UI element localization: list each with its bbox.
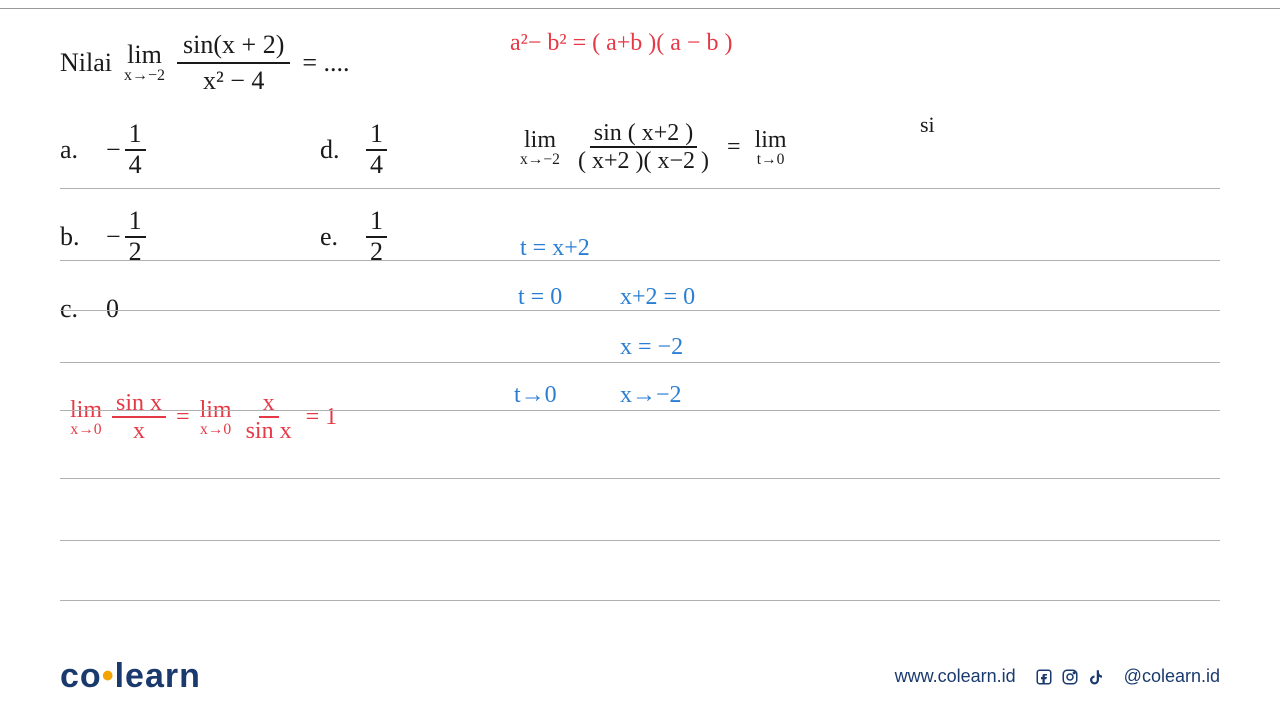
- limit-approach: x→−2: [124, 68, 165, 84]
- option-d-label: d.: [320, 135, 342, 165]
- fraction-numerator: sin(x + 2): [177, 30, 290, 64]
- problem-fraction: sin(x + 2) x² − 4: [177, 30, 290, 96]
- working-lim2: lim t→0: [755, 128, 787, 168]
- working-frac-den: ( x+2 )( x−2 ): [574, 148, 713, 174]
- logo-post: learn: [115, 657, 201, 695]
- working-lim1-top: lim: [524, 128, 556, 152]
- footer: co•learn www.colearn.id @colearn.id: [60, 657, 1220, 696]
- logo-dot: •: [102, 657, 115, 695]
- ruled-line: [60, 478, 1220, 479]
- option-b-num: 1: [125, 207, 146, 238]
- option-b-sign: −: [106, 222, 121, 252]
- working-equals: =: [727, 134, 741, 161]
- social-icons: [1034, 667, 1106, 687]
- substitution-t0: t = 0: [518, 284, 562, 311]
- footer-handle: @colearn.id: [1124, 666, 1220, 687]
- substitution-xto: x→−2: [620, 382, 682, 409]
- logo: co•learn: [60, 657, 201, 696]
- main-working: lim x→−2 sin ( x+2 ) ( x+2 )( x−2 ) = li…: [520, 120, 787, 175]
- option-row: b. − 1 2 e. 1 2: [60, 207, 480, 266]
- substitution-tto0: t→0: [514, 382, 557, 409]
- substitution-x20: x+2 = 0: [620, 284, 695, 311]
- working-lim1-sub: x→−2: [520, 152, 560, 168]
- rule-frac2: x sin x: [242, 390, 296, 445]
- rule-frac2-den: sin x: [242, 418, 296, 444]
- limit-expression: lim x→−2: [124, 42, 165, 84]
- ruled-line: [60, 540, 1220, 541]
- option-d-fraction: 1 4: [366, 120, 387, 179]
- substitution-xm2: x = −2: [620, 334, 683, 361]
- rule-eq2: = 1: [306, 404, 338, 431]
- option-a-sign: −: [106, 135, 121, 165]
- option-b-label: b.: [60, 222, 82, 252]
- option-e-label: e.: [320, 222, 342, 252]
- rule-eq1: =: [176, 404, 190, 431]
- substitution-t: t = x+2: [520, 235, 590, 262]
- option-a-label: a.: [60, 135, 82, 165]
- working-tail: si: [920, 112, 935, 138]
- ruled-line: [60, 188, 1220, 189]
- rule-lim1-sub: x→0: [70, 422, 101, 438]
- ruled-line: [60, 310, 1220, 311]
- option-a-fraction: 1 4: [125, 120, 146, 179]
- option-a-den: 4: [125, 151, 146, 180]
- working-fraction: sin ( x+2 ) ( x+2 )( x−2 ): [574, 120, 713, 175]
- footer-right: www.colearn.id @colearn.id: [895, 666, 1220, 687]
- working-lim2-sub: t→0: [757, 152, 785, 168]
- option-a-num: 1: [125, 120, 146, 151]
- identity-formula: a²− b² = ( a+b )( a − b ): [510, 30, 732, 57]
- ruled-line: [60, 362, 1220, 363]
- option-row: a. − 1 4 d. 1 4: [60, 120, 480, 179]
- option-e-den: 2: [366, 238, 387, 267]
- ruled-line: [60, 600, 1220, 601]
- problem-suffix: = ....: [302, 48, 349, 78]
- limit-rule: lim x→0 sin x x = lim x→0 x sin x = 1: [70, 390, 337, 445]
- facebook-icon: [1034, 667, 1054, 687]
- working-frac-num: sin ( x+2 ): [590, 120, 698, 148]
- instagram-icon: [1060, 667, 1080, 687]
- rule-frac1: sin x x: [112, 390, 166, 445]
- working-lim1: lim x→−2: [520, 128, 560, 168]
- problem-statement: Nilai lim x→−2 sin(x + 2) x² − 4 = ....: [60, 30, 480, 96]
- rule-lim2: lim x→0: [200, 398, 232, 438]
- option-b-den: 2: [125, 238, 146, 267]
- rule-frac1-den: x: [129, 418, 149, 444]
- ruled-line: [60, 410, 1220, 411]
- option-d-den: 4: [366, 151, 387, 180]
- option-d-num: 1: [366, 120, 387, 151]
- top-border: [0, 8, 1280, 9]
- ruled-line: [60, 260, 1220, 261]
- option-e-num: 1: [366, 207, 387, 238]
- limit-word: lim: [127, 42, 162, 68]
- rule-frac2-num: x: [259, 390, 279, 418]
- answer-options: a. − 1 4 d. 1 4 b. − 1 2: [60, 120, 480, 352]
- rule-lim2-sub: x→0: [200, 422, 231, 438]
- problem-prefix: Nilai: [60, 48, 112, 78]
- rule-lim1: lim x→0: [70, 398, 102, 438]
- option-e-fraction: 1 2: [366, 207, 387, 266]
- tiktok-icon: [1086, 667, 1106, 687]
- option-b-fraction: 1 2: [125, 207, 146, 266]
- logo-pre: co: [60, 657, 102, 695]
- rule-frac1-num: sin x: [112, 390, 166, 418]
- fraction-denominator: x² − 4: [197, 64, 270, 96]
- working-lim2-top: lim: [755, 128, 787, 152]
- footer-url: www.colearn.id: [895, 666, 1016, 687]
